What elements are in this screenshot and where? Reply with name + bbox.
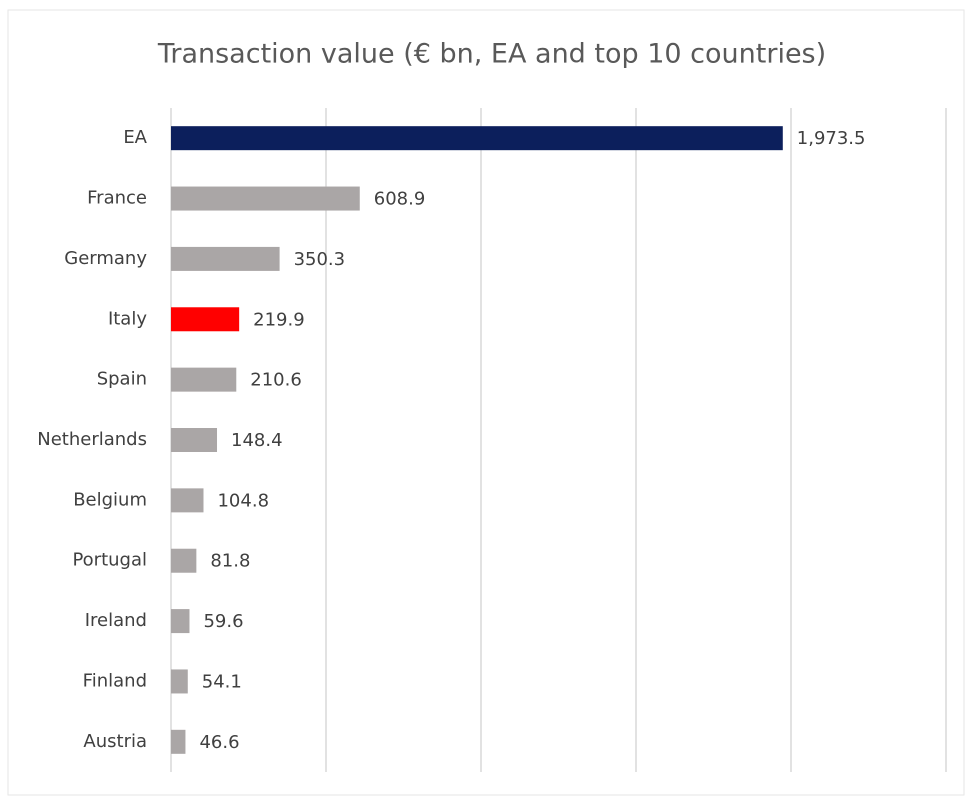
data-label: 219.9 (253, 309, 305, 330)
bar (171, 609, 190, 634)
bar (171, 246, 280, 271)
data-label: 46.6 (199, 732, 239, 753)
y-tick-label: Ireland (85, 610, 147, 631)
y-tick-label: Portugal (72, 550, 147, 571)
data-label: 210.6 (250, 370, 302, 391)
data-label: 59.6 (203, 611, 243, 632)
data-label: 148.4 (231, 430, 283, 451)
data-label: 104.8 (217, 490, 269, 511)
y-tick-label: Finland (83, 670, 147, 691)
y-tick-label: EA (123, 127, 147, 148)
bar (171, 367, 237, 392)
data-label: 608.9 (374, 189, 426, 210)
data-label: 54.1 (202, 671, 242, 692)
chart-title: Transaction value (€ bn, EA and top 10 c… (157, 39, 826, 70)
bar (171, 488, 204, 513)
data-label: 81.8 (210, 551, 250, 572)
bar (171, 126, 783, 151)
chart-border (7, 9, 965, 796)
bar (171, 729, 186, 754)
bar (171, 669, 188, 694)
data-label: 1,973.5 (797, 128, 866, 149)
y-tick-label: Spain (97, 369, 147, 390)
y-tick-label: France (87, 188, 147, 209)
bar (171, 548, 197, 573)
y-tick-label: Netherlands (37, 429, 147, 450)
bar (171, 307, 240, 332)
bar (171, 186, 360, 211)
y-tick-label: Germany (64, 248, 147, 269)
y-tick-label: Italy (108, 308, 147, 329)
bar (171, 428, 218, 452)
data-label: 350.3 (294, 249, 346, 270)
y-tick-label: Belgium (73, 489, 147, 510)
y-tick-label: Austria (83, 731, 147, 752)
